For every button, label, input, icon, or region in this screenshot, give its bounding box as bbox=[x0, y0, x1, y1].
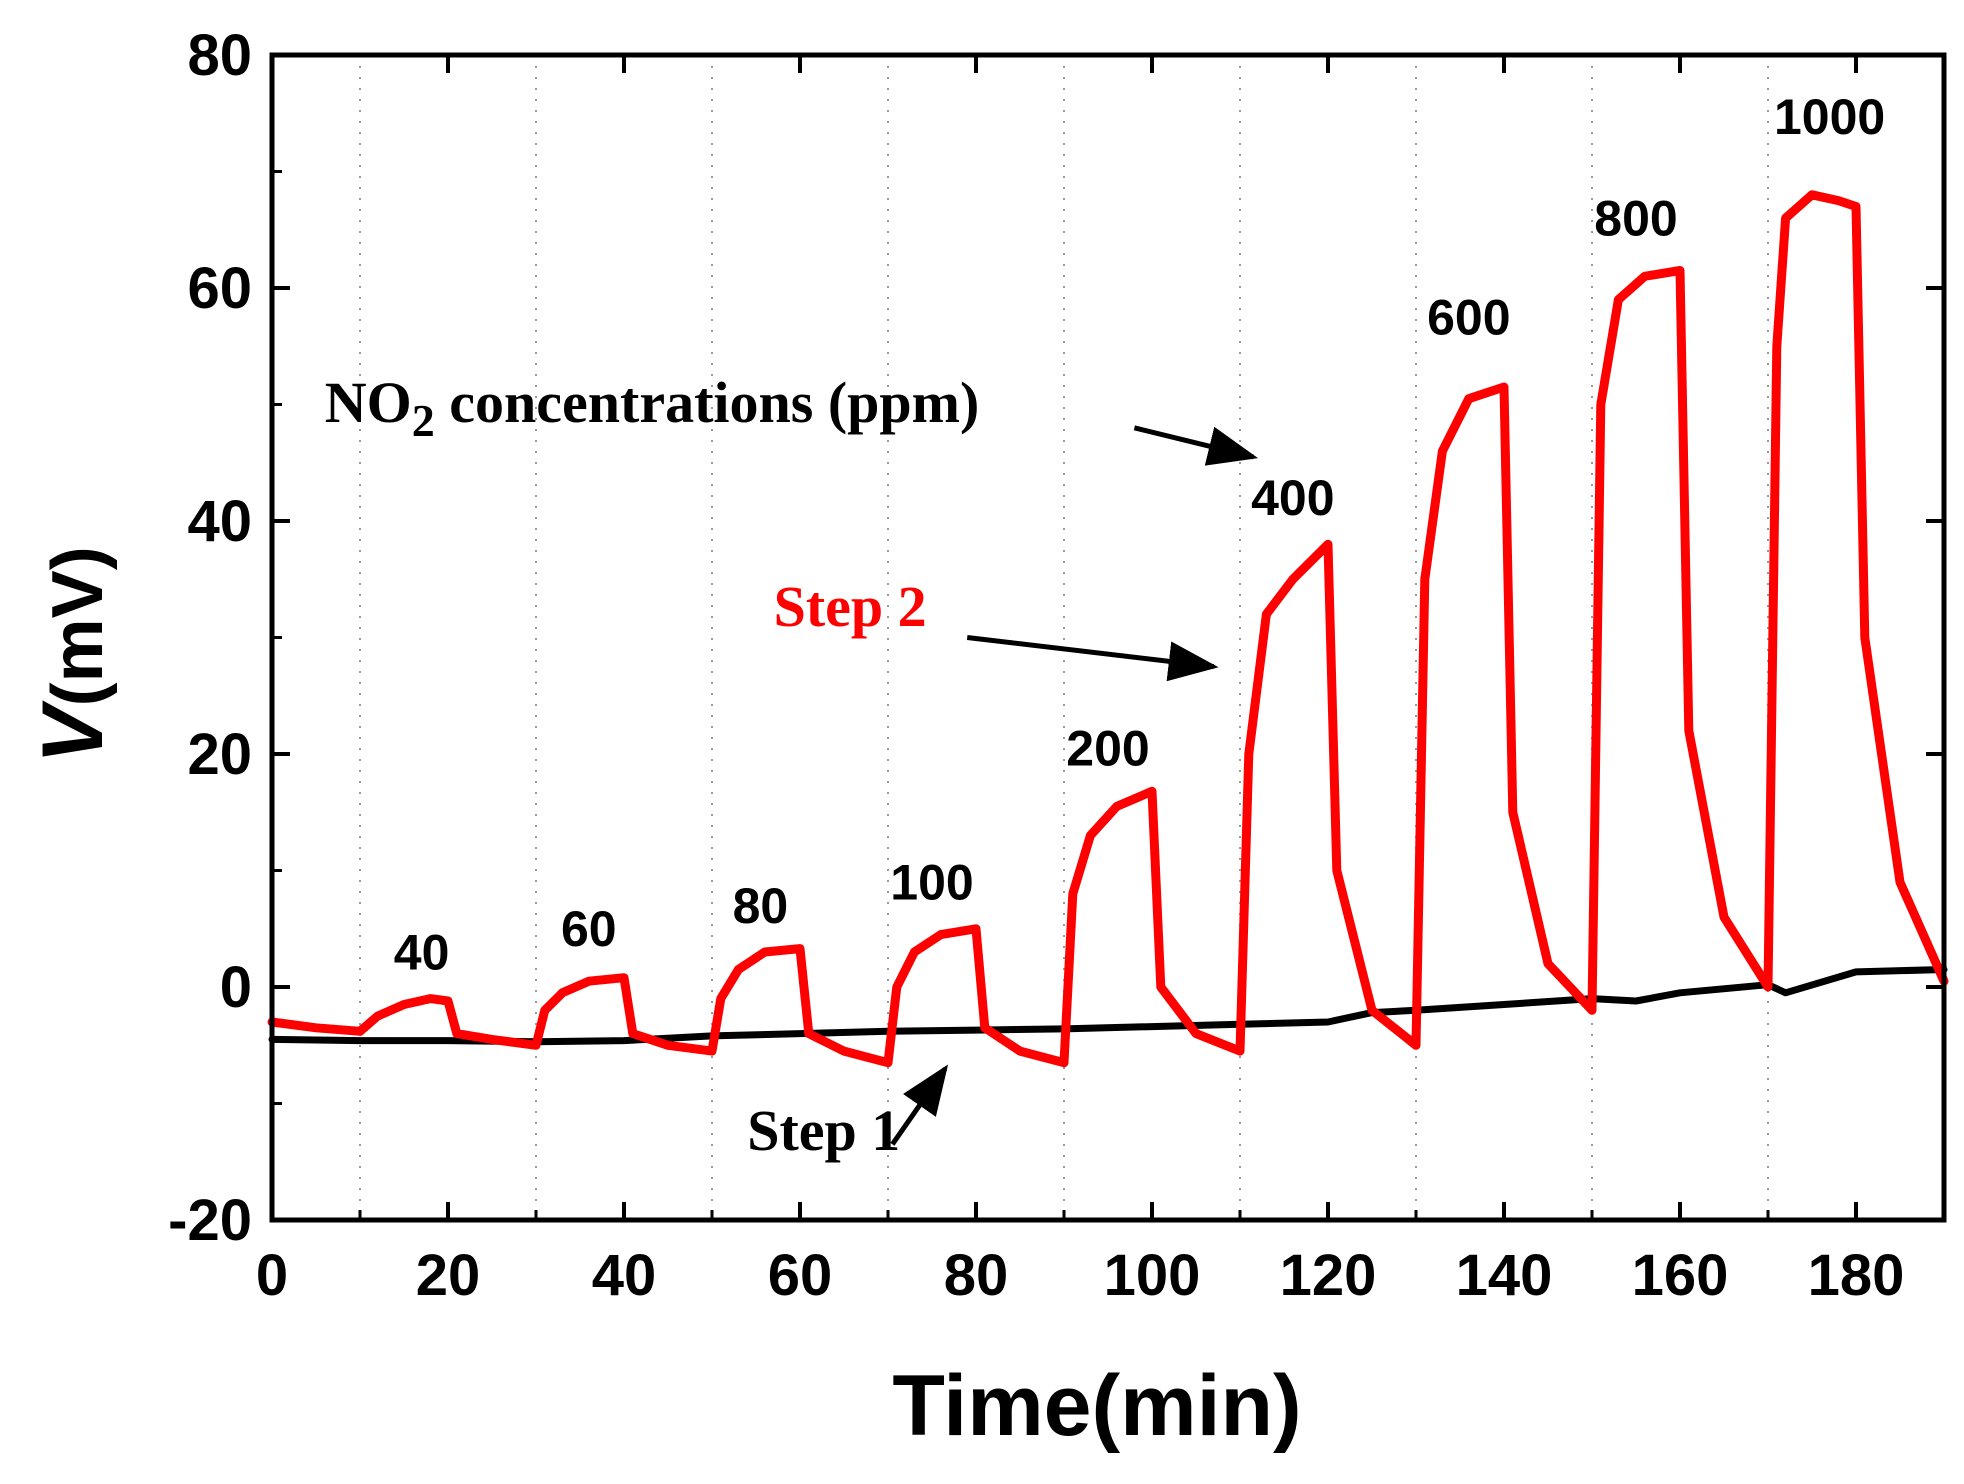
series-line-step-1 bbox=[268, 966, 1948, 1046]
x-tick-label-160: 160 bbox=[1632, 1243, 1729, 1308]
concentration-label-800: 800 bbox=[1594, 191, 1677, 247]
y-axis-title-unit: (mV) bbox=[38, 546, 118, 706]
series-layer bbox=[267, 190, 1949, 1068]
concentration-label-60: 60 bbox=[561, 901, 617, 957]
x-tick-label-100: 100 bbox=[1104, 1243, 1201, 1308]
y-tick-label-0: 0 bbox=[220, 955, 252, 1020]
concentration-label-80: 80 bbox=[733, 878, 789, 934]
concentration-label-200: 200 bbox=[1066, 721, 1149, 777]
y-axis-title: V(mV) bbox=[25, 546, 121, 763]
y-tick-label--20: -20 bbox=[168, 1188, 252, 1253]
annotation-no2-concentrations: NO2 concentrations (ppm) bbox=[325, 370, 980, 446]
annotation-step-1: Step 1 bbox=[747, 1098, 900, 1163]
x-tick-label-140: 140 bbox=[1456, 1243, 1553, 1308]
arrow-no2-concentrations bbox=[1133, 425, 1259, 466]
annotation-step-2: Step 2 bbox=[774, 574, 927, 639]
x-tick-label-120: 120 bbox=[1280, 1243, 1377, 1308]
x-tick-label-0: 0 bbox=[256, 1243, 288, 1308]
y-tick-label-20: 20 bbox=[187, 722, 252, 787]
y-tick-label-80: 80 bbox=[187, 23, 252, 88]
axes-layer bbox=[269, 52, 1947, 1223]
x-tick-label-60: 60 bbox=[768, 1243, 833, 1308]
x-tick-label-180: 180 bbox=[1808, 1243, 1905, 1308]
svg-text:V(mV): V(mV) bbox=[25, 546, 121, 763]
x-axis-title: Time(min) bbox=[892, 1358, 1301, 1454]
concentration-label-600: 600 bbox=[1427, 290, 1510, 346]
series-line-step-2 bbox=[267, 190, 1949, 1068]
x-tick-label-20: 20 bbox=[416, 1243, 481, 1308]
concentration-label-100: 100 bbox=[890, 855, 973, 911]
x-tick-label-80: 80 bbox=[944, 1243, 1009, 1308]
arrow-step-2 bbox=[966, 635, 1219, 682]
y-tick-label-40: 40 bbox=[187, 489, 252, 554]
arrow-step-1 bbox=[890, 1064, 949, 1146]
concentration-label-1000: 1000 bbox=[1774, 89, 1885, 145]
concentration-label-400: 400 bbox=[1251, 470, 1334, 526]
concentration-label-40: 40 bbox=[394, 925, 450, 981]
y-axis-title-var: V bbox=[25, 700, 121, 764]
y-tick-label-60: 60 bbox=[187, 256, 252, 321]
x-tick-label-40: 40 bbox=[592, 1243, 657, 1308]
